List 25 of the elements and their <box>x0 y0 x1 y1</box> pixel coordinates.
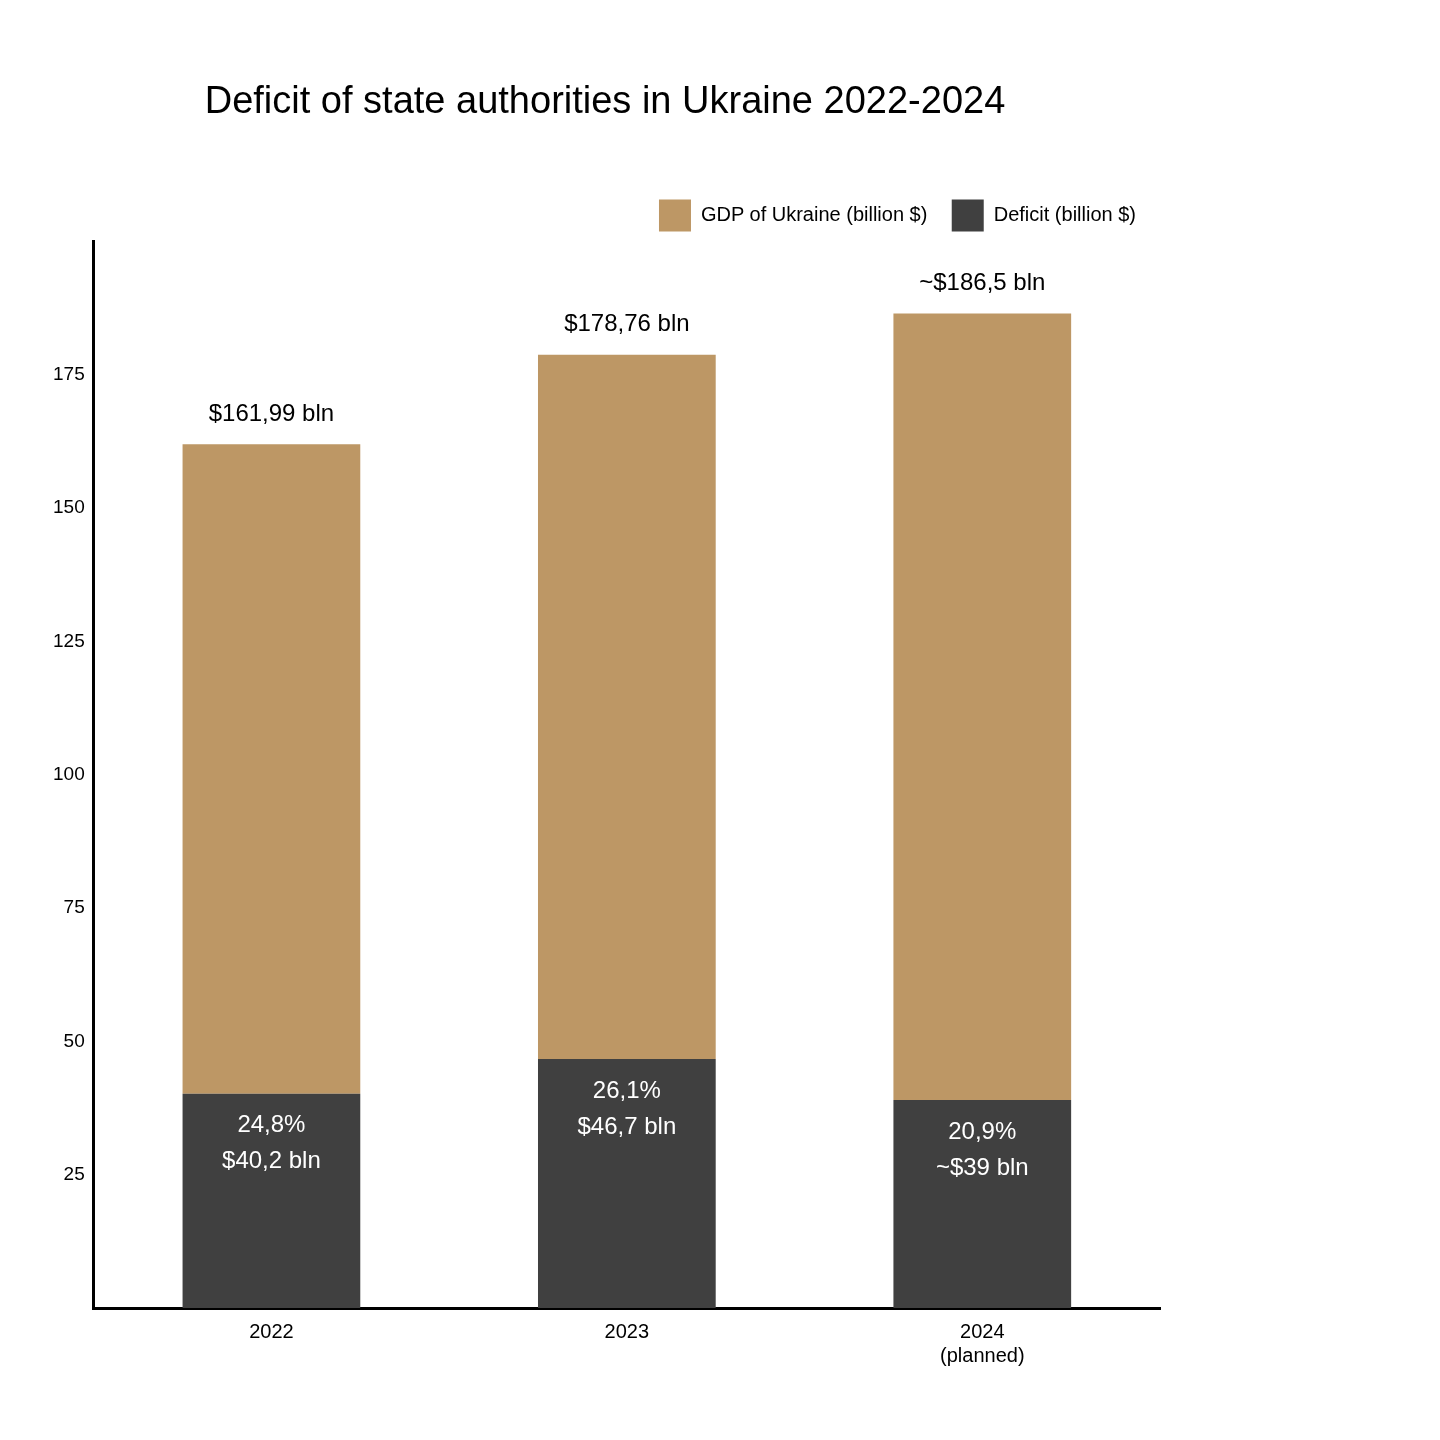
x-tick-label: 2022 <box>249 1319 294 1342</box>
chart-title: Deficit of state authorities in Ukraine 2022-2024 <box>204 79 1006 122</box>
bar <box>537 354 716 1059</box>
total-label: $178,76 bln <box>564 309 690 337</box>
x-tick-label: 2024 (planned) <box>940 1319 1025 1366</box>
bar <box>182 444 361 1094</box>
data-label: 26,1% $46,7 bln <box>577 1075 677 1139</box>
bar <box>537 1059 716 1308</box>
y-tick-label: 50 <box>63 1029 85 1051</box>
x-tick-label: 2023 <box>604 1319 650 1342</box>
y-tick-label: 100 <box>53 763 85 785</box>
total-label: ~$186,5 bln <box>919 268 1046 296</box>
data-label: 20,9% ~$39 bln <box>935 1116 1029 1180</box>
y-tick-label: 25 <box>63 1162 85 1184</box>
legend-label: Deficit (billion $) <box>993 203 1136 226</box>
bar <box>893 1100 1072 1308</box>
y-tick-label: 150 <box>53 496 85 518</box>
bar <box>182 1093 361 1308</box>
y-tick-label: 125 <box>53 629 85 651</box>
y-tick-label: 75 <box>63 896 85 918</box>
data-label: 24,8% $40,2 bln <box>222 1110 321 1174</box>
bar <box>893 313 1072 1101</box>
total-label: $161,99 bln <box>208 398 335 426</box>
legend-label: GDP of Ukraine (billion $) <box>700 203 928 226</box>
y-tick-label: 175 <box>53 363 85 385</box>
